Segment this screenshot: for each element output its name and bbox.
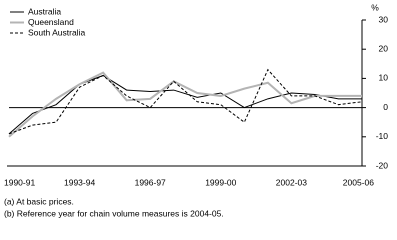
series-line [8,74,362,135]
legend-label: South Australia [28,27,85,37]
y-tick-label: 0 [383,102,388,112]
y-unit: % [371,2,379,12]
x-tick-label: 1996-97 [135,177,166,187]
legend-label: Queensland [28,17,74,27]
x-tick-label: 1999-00 [205,177,236,187]
y-tick-label: 10 [379,73,389,83]
y-tick-label: 20 [379,43,389,53]
footnote: (a) At basic prices. [4,196,74,206]
footnote: (b) Reference year for chain volume meas… [4,208,224,218]
legend-label: Australia [28,6,61,16]
x-tick-label: 2002-03 [276,177,307,187]
x-tick-label: 1990-91 [4,177,35,187]
series-line [8,68,363,135]
x-tick-label: 1993-94 [64,177,95,187]
y-tick-label: -10 [376,131,389,141]
y-tick-label: -20 [376,160,389,170]
y-tick-label: 30 [379,14,389,24]
x-tick-label: 2005-06 [343,177,374,187]
chart: % (a) At basic prices. (b) Reference yea… [4,2,389,218]
series-line [8,71,362,138]
